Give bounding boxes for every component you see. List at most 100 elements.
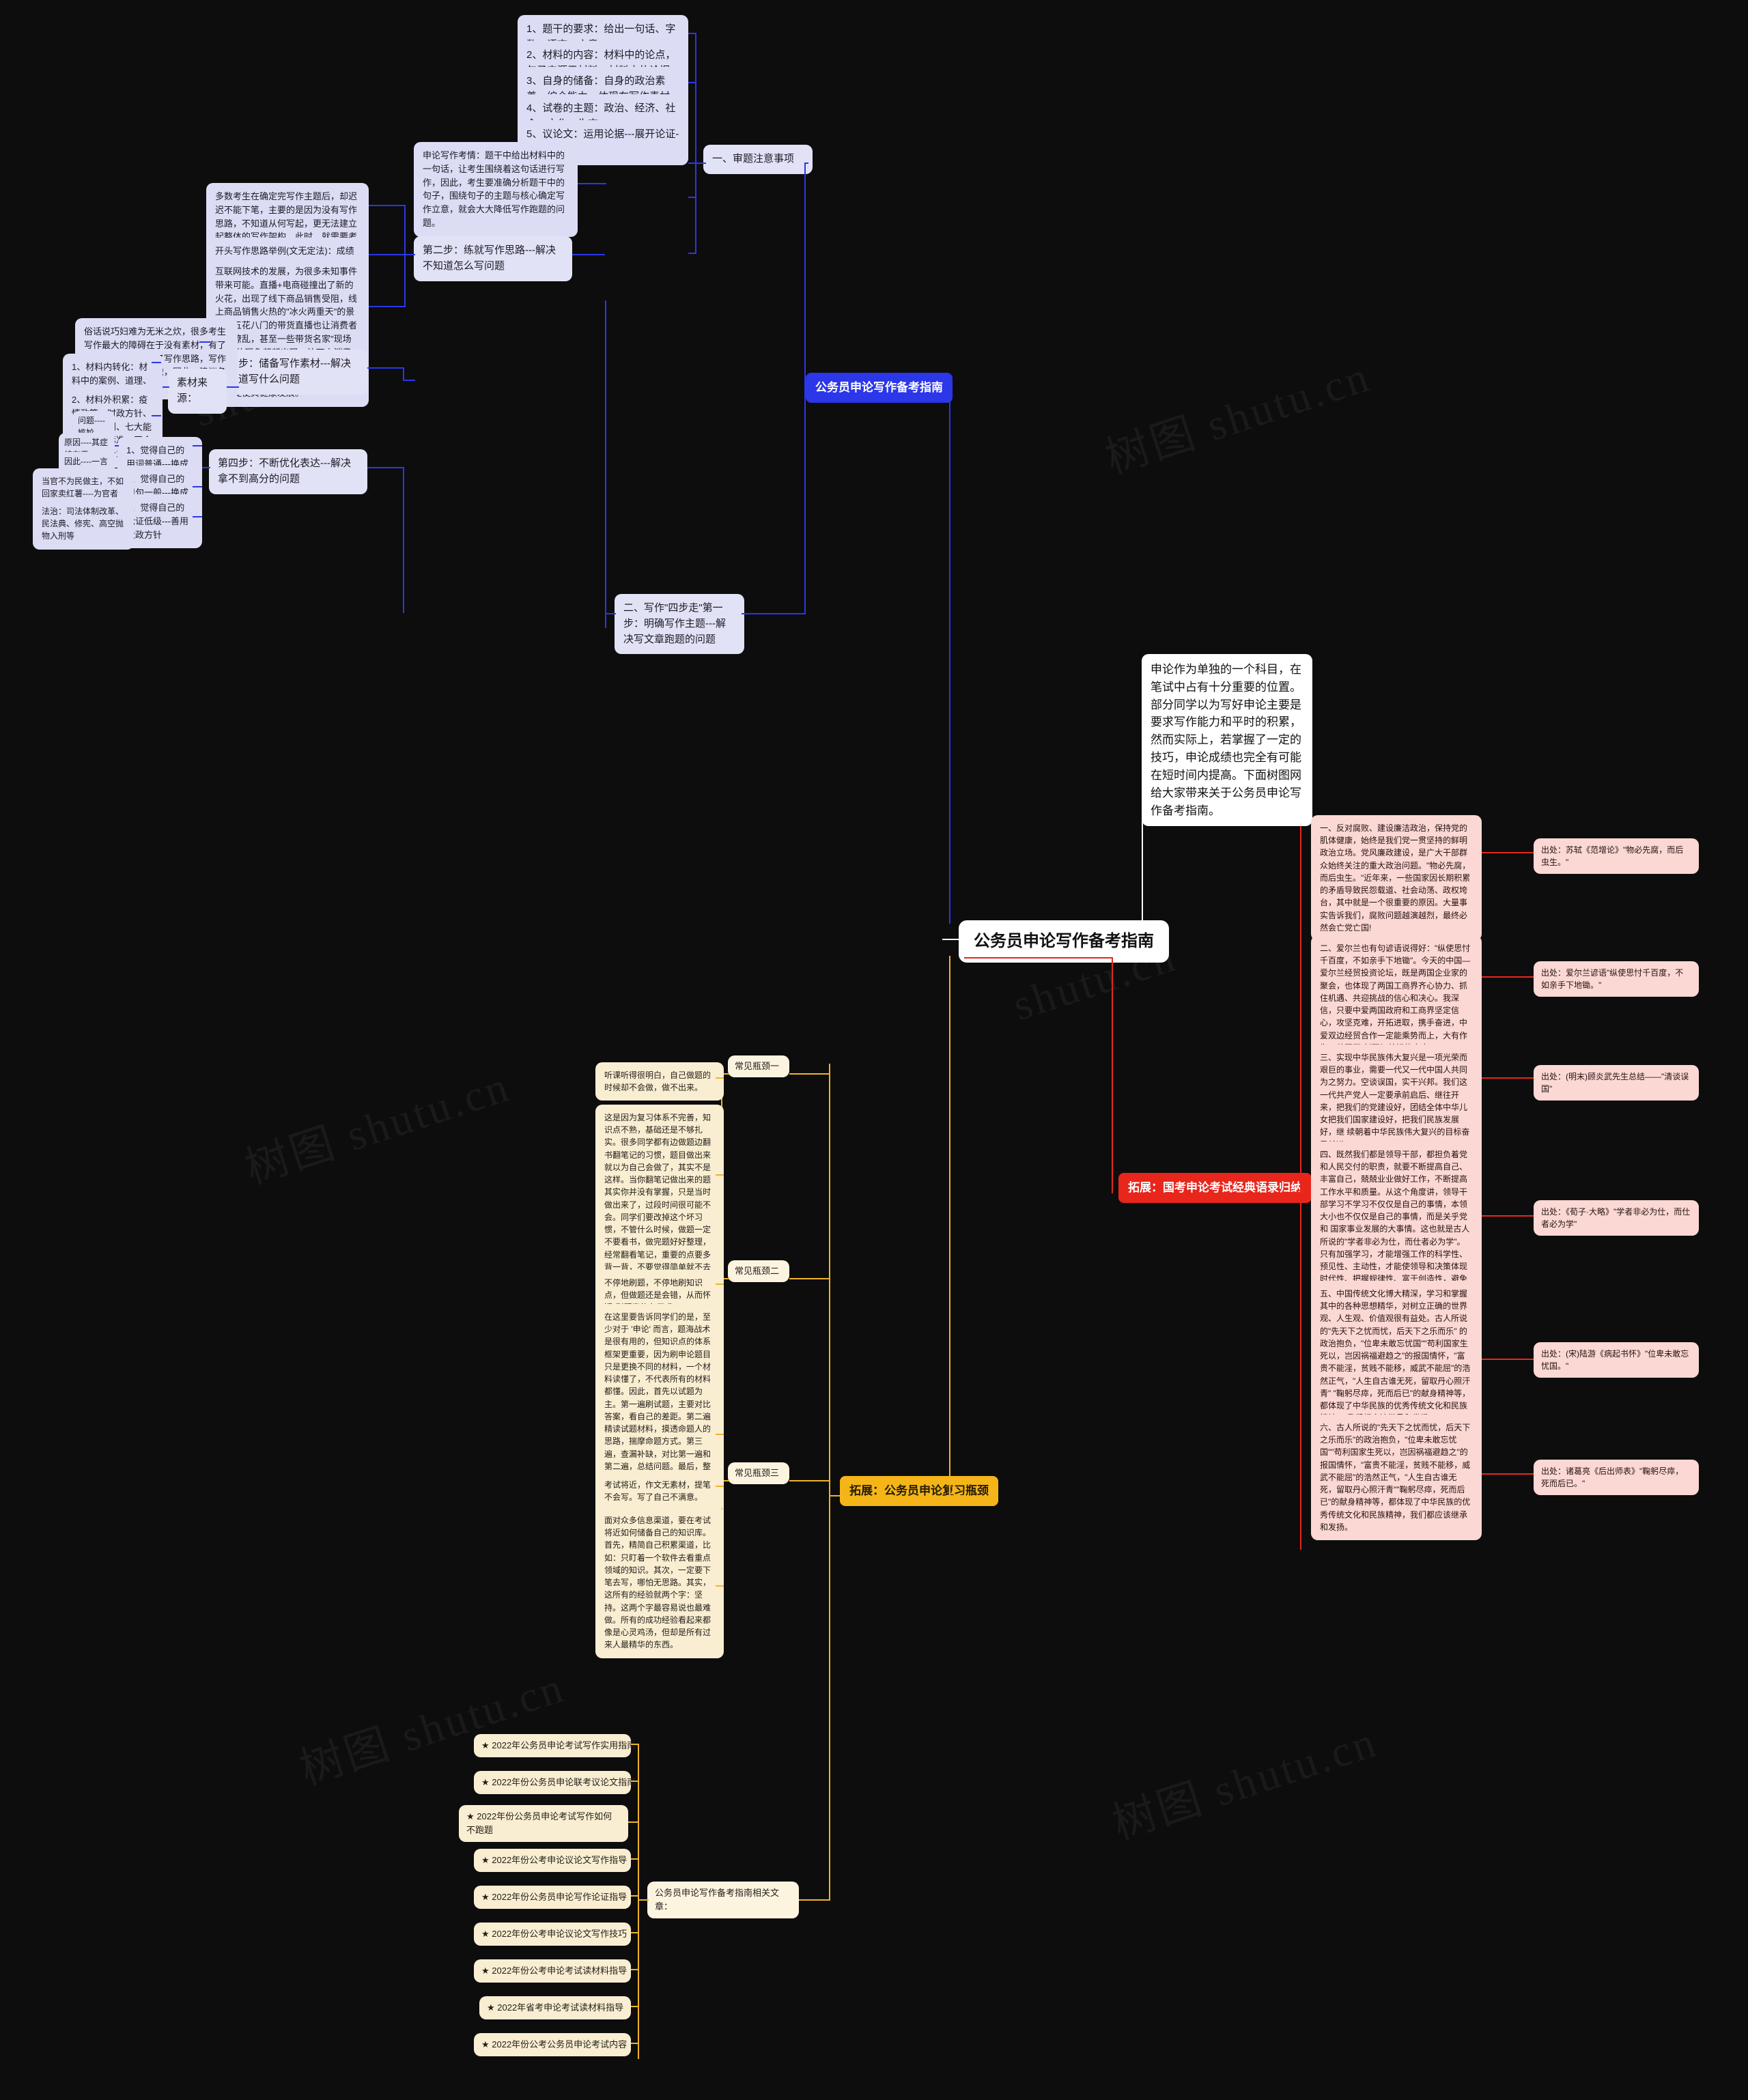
related-article-link[interactable]: ★ 2022年份公考申论议论文写作技巧 [474,1922,631,1946]
connector-title-stub [942,939,960,940]
connector [716,1077,724,1079]
yellow-note[interactable]: 听课听得很明白，自己做题的时候却不会做，做不出来。 [595,1062,724,1101]
connector [721,1480,729,1481]
red-quote-source[interactable]: 出处：苏轼《范增论》"物必先腐，而后虫生。" [1534,838,1699,875]
connector-s1-items-spine [695,33,696,253]
intro-paragraph: 申论作为单独的一个科目，在笔试中占有十分重要的位置。部分同学以为写好申论主要是要… [1142,654,1312,827]
connector [403,467,404,613]
yellow-note[interactable]: 面对众多信息渠道，要在考试将近如何储备自己的知识库。首先，精简自己积累渠道，比如… [595,1507,724,1658]
yellow-group-label[interactable]: 常见瓶颈三 [728,1462,789,1484]
connector [688,253,696,254]
connector [716,1283,724,1285]
connector [572,254,605,255]
connector [578,183,606,184]
connector-articles-spine [638,1744,639,2059]
connector [631,1895,639,1897]
blue-section-1-label[interactable]: 一、审题注意事项 [703,145,813,174]
connector [721,1073,729,1075]
watermark: 树图 shutu.cn [239,1062,516,1193]
connector [1482,1215,1534,1217]
yellow-group-label[interactable]: 常见瓶颈一 [728,1055,789,1077]
connector [199,341,210,343]
related-article-link[interactable]: ★ 2022年份公务员申论考试写作如何不跑题 [459,1805,628,1842]
connector [404,254,415,255]
connector [199,467,210,468]
page-title: 公务员申论写作备考指南 [959,920,1169,963]
red-quote-source[interactable]: 出处：(明末)顾炎武先生总结——"清谈误国" [1534,1065,1699,1101]
blue-far-item[interactable]: 法治：司法体制改革、民法典、修宪、高空抛物入刑等 [33,498,134,550]
connector-s1-h [804,162,808,164]
connector [799,1899,829,1901]
connector [631,2043,639,2044]
red-quote[interactable]: 一、反对腐败、建设廉洁政治，保持党的肌体健康，始终是我们党一贯坚持的鲜明政治立场… [1311,815,1482,941]
related-article-link[interactable]: ★ 2022年省考申论考试读材料指导 [479,1996,631,2019]
blue-step-label[interactable]: 第四步：不断优化表达---解决拿不到高分的问题 [209,449,367,494]
connector [152,362,161,363]
related-article-link[interactable]: ★ 2022年份公考申论考试读材料指导 [474,1959,631,1983]
watermark: 树图 shutu.cn [1106,1717,1383,1849]
red-quote[interactable]: 二、爱尔兰也有句谚语说得好："纵使思忖千百度，不如亲手下地锄"。今天的中国—爱尔… [1311,935,1482,1062]
connector [829,1495,830,1901]
connector [789,1278,830,1279]
connector [631,2006,639,2007]
blue-step-label[interactable]: 第二步：练就写作思路---解决不知道怎么写问题 [414,236,572,281]
red-quote-source[interactable]: 出处：诸葛亮《后出师表》"鞠躬尽瘁，死而后已。" [1534,1460,1699,1496]
connector [1482,1077,1534,1079]
connector [721,1278,729,1279]
connector [631,1932,639,1933]
connector-red-spine [1112,957,1113,1193]
connector-s1-items-h [695,162,706,164]
connector [638,1899,649,1901]
connector [829,1495,841,1496]
connector [605,613,616,614]
connector [152,415,161,416]
connector [631,1858,639,1860]
red-quote-source[interactable]: 出处：(宋)陆游《病起书怀》"位卑未敢忘忧国。" [1534,1342,1699,1378]
connector [193,486,202,487]
connector [1482,1473,1534,1475]
related-article-link[interactable]: ★ 2022年份公务员申论联考议论文指南 [474,1771,636,1794]
related-articles-label[interactable]: 公务员申论写作备考指南相关文章： [647,1882,799,1918]
related-article-link[interactable]: ★ 2022年公务员申论考试写作实用指南 [474,1734,636,1757]
connector-blue-root-h [918,395,950,396]
connector [716,1174,724,1176]
connector [716,1486,724,1487]
connector [1482,1359,1534,1360]
connector [631,1780,639,1782]
connector [789,1073,830,1075]
connector [369,205,406,206]
connector [367,367,403,369]
red-quote[interactable]: 三、实现中华民族伟大复兴是一项光荣而艰巨的事业，需要一代又一代中国人共同为之努力… [1311,1045,1482,1158]
red-quote-source[interactable]: 出处：爱尔兰谚语"纵使思忖千百度，不如亲手下地锄。" [1534,961,1699,997]
connector [193,445,202,446]
red-quote[interactable]: 五、中国传统文化博大精深，学习和掌握其中的各种思想精华，对树立正确的世界观、人生… [1311,1281,1482,1432]
connector-red-quotes [1300,826,1301,1550]
branch-root-red[interactable]: 拓展：国考申论考试经典语录归纳 [1118,1173,1312,1203]
connector [964,957,1113,959]
connector-yellow-spine [949,956,950,1495]
yellow-group-label[interactable]: 常见瓶颈二 [728,1260,789,1282]
connector [628,1821,639,1823]
connector [716,1434,724,1435]
related-article-link[interactable]: ★ 2022年份公考申论议论文写作指导 [474,1849,631,1872]
yellow-note[interactable]: 考试将近，作文无素材，提笔不会写。写了自己不满意。 [595,1472,724,1511]
red-quote[interactable]: 六、古人所说的"先天下之忧而忧，后天下之乐而乐"的政治抱负，"位卑未敢忘忧国""… [1311,1415,1482,1541]
connector [688,33,696,34]
connector-s1-to-root [804,162,806,395]
related-article-link[interactable]: ★ 2022年份公务员申论写作论证指导 [474,1886,631,1909]
connector-s2-h [742,613,806,614]
connector-blue-spine [949,395,950,924]
connector [158,386,169,388]
connector [949,1495,965,1496]
blue-note[interactable]: 申论写作考情：题干中给出材料中的一句话，让考生围绕着这句话进行写作，因此，考生要… [414,142,578,237]
blue-section-2-label[interactable]: 二、写作"四步走"第一步：明确写作主题---解决写文章跑题的问题 [615,594,744,655]
connector [1482,852,1534,853]
red-quote-source[interactable]: 出处：《荀子·大略》"学者非必为仕，而仕者必为学" [1534,1200,1699,1236]
connector [688,162,696,164]
related-article-link[interactable]: ★ 2022年份公考公务员申论考试内容 [474,2033,631,2056]
branch-root-blue[interactable]: 公务员申论写作备考指南 [806,373,953,403]
connector [404,205,406,307]
branch-root-yellow[interactable]: 拓展：公务员申论复习瓶颈 [840,1476,998,1506]
blue-sub-label[interactable]: 素材来源： [168,369,227,414]
